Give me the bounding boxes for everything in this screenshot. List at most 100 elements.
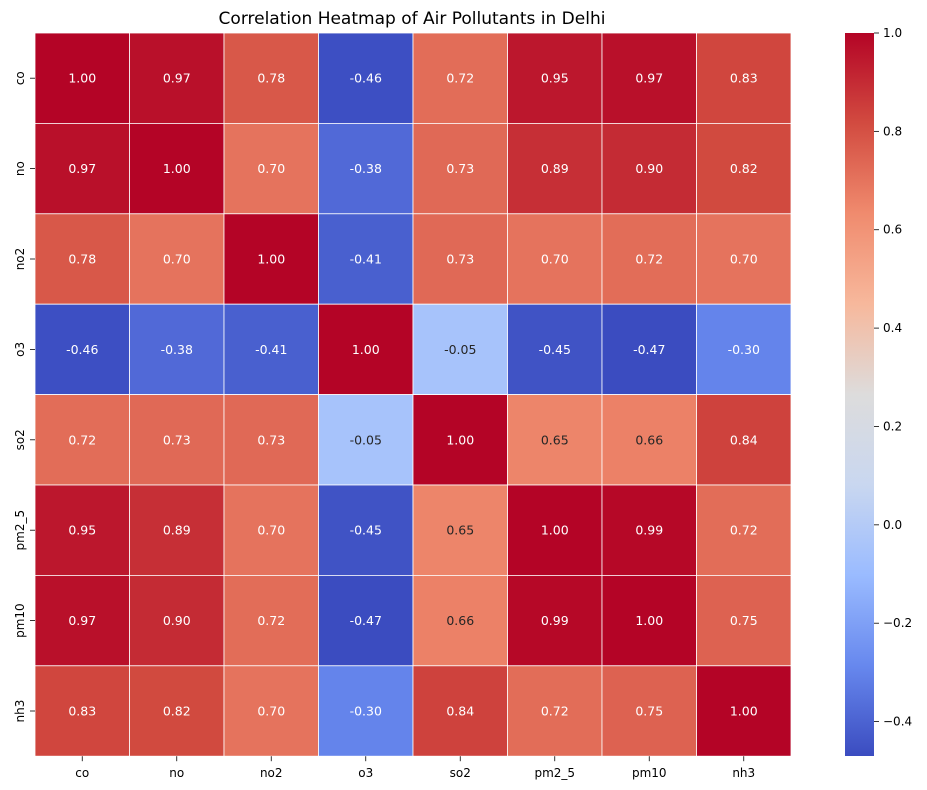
cell-value-pm2_5-o3: -0.45 — [350, 523, 382, 538]
heatmap-cell-no2-no — [129, 213, 225, 305]
cell-value-so2-nh3: 0.84 — [730, 432, 758, 447]
colorbar-tick-label-5: 0.0 — [883, 518, 902, 532]
y-tick-label-o3: o3 — [13, 342, 27, 357]
cell-value-no-no2: 0.70 — [257, 161, 285, 176]
cell-value-co-nh3: 0.83 — [730, 71, 758, 86]
cell-value-pm2_5-no: 0.89 — [163, 523, 191, 538]
cell-value-pm10-o3: -0.47 — [350, 613, 382, 628]
cell-value-no-pm2_5: 0.89 — [541, 161, 569, 176]
cell-value-no-pm10: 0.90 — [635, 161, 663, 176]
heatmap-cell-co-co — [34, 32, 130, 124]
cell-value-co-no: 0.97 — [163, 71, 191, 86]
heatmap-cell-o3-so2 — [412, 303, 508, 396]
cell-value-no-o3: -0.38 — [350, 161, 382, 176]
heatmap-cell-labels: 1.00 0.97 0.78 -0.46 0.72 0.95 0.97 0.83 0.97 1.0… — [66, 71, 760, 719]
y-tick-label-so2: so2 — [13, 429, 27, 450]
heatmap-cell-co-pm2_5 — [507, 32, 603, 124]
cell-value-nh3-no2: 0.70 — [257, 704, 285, 719]
x-tick-label-pm2_5: pm2_5 — [534, 766, 575, 780]
heatmap-cells — [34, 32, 792, 757]
cell-value-so2-no: 0.73 — [163, 432, 191, 447]
cell-value-nh3-pm10: 0.75 — [635, 704, 663, 719]
heatmap-cell-pm10-pm2_5 — [507, 575, 603, 667]
heatmap-cell-co-o3 — [318, 32, 414, 124]
heatmap-cell-no-nh3 — [696, 123, 792, 215]
y-tick-label-co: co — [13, 71, 27, 85]
x-tick-label-o3: o3 — [358, 766, 373, 780]
heatmap-cell-so2-o3 — [318, 394, 414, 486]
cell-value-pm10-pm2_5: 0.99 — [541, 613, 569, 628]
y-tick-label-pm2_5: pm2_5 — [13, 510, 27, 551]
cell-value-o3-nh3: -0.30 — [728, 342, 760, 357]
x-tick-label-nh3: nh3 — [732, 766, 755, 780]
cell-value-co-pm10: 0.97 — [635, 71, 663, 86]
cell-value-o3-no: -0.38 — [161, 342, 193, 357]
heatmap-cell-co-no — [129, 32, 225, 124]
cell-value-o3-no2: -0.41 — [255, 342, 287, 357]
colorbar-tick-label-4: 0.2 — [883, 419, 902, 433]
cell-value-pm2_5-so2: 0.65 — [446, 523, 474, 538]
cell-value-co-o3: -0.46 — [350, 71, 382, 86]
heatmap-cell-pm10-no — [129, 575, 225, 667]
heatmap-cell-pm2_5-pm2_5 — [507, 484, 603, 576]
heatmap-cell-o3-co — [34, 303, 130, 396]
cell-value-no2-pm10: 0.72 — [635, 252, 663, 267]
y-tick-label-no2: no2 — [13, 248, 27, 271]
heatmap-cell-no-pm2_5 — [507, 123, 603, 215]
cell-value-co-so2: 0.72 — [446, 71, 474, 86]
x-axis: co no no2 o3 so2 pm2_5 pm10 nh3 — [75, 756, 755, 780]
heatmap-cell-nh3-no2 — [223, 665, 319, 757]
heatmap-cell-no2-so2 — [412, 213, 508, 305]
heatmap-cell-co-nh3 — [696, 32, 792, 124]
heatmap-cell-pm10-so2 — [412, 575, 508, 667]
x-tick-label-no: no — [169, 766, 184, 780]
cell-value-nh3-no: 0.82 — [163, 704, 191, 719]
cell-value-o3-so2: -0.05 — [444, 342, 476, 357]
colorbar-tick-label-1: 0.8 — [883, 124, 902, 138]
heatmap-cell-so2-nh3 — [696, 394, 792, 486]
cell-value-pm10-so2: 0.66 — [446, 613, 474, 628]
colorbar: 1.0 0.8 0.6 0.4 0.2 0.0 −0.2 −0.4 — [845, 26, 912, 756]
cell-value-o3-o3: 1.00 — [352, 342, 380, 357]
heatmap-cell-no2-nh3 — [696, 213, 792, 305]
cell-value-no2-pm2_5: 0.70 — [541, 252, 569, 267]
heatmap-cell-o3-no2 — [223, 303, 319, 396]
heatmap-cell-pm10-pm10 — [601, 575, 697, 667]
colorbar-tick-label-6: −0.2 — [883, 616, 912, 630]
cell-value-pm2_5-nh3: 0.72 — [730, 523, 758, 538]
cell-value-co-pm2_5: 0.95 — [541, 71, 569, 86]
cell-value-co-no2: 0.78 — [257, 71, 285, 86]
cell-value-nh3-so2: 0.84 — [446, 704, 474, 719]
colorbar-tick-label-2: 0.6 — [883, 223, 902, 237]
cell-value-no2-o3: -0.41 — [350, 252, 382, 267]
heatmap-cell-no-pm10 — [601, 123, 697, 215]
cell-value-pm10-co: 0.97 — [68, 613, 96, 628]
cell-value-nh3-o3: -0.30 — [350, 704, 382, 719]
colorbar-tick-label-0: 1.0 — [883, 26, 902, 40]
y-tick-label-pm10: pm10 — [13, 603, 27, 638]
cell-value-so2-co: 0.72 — [68, 432, 96, 447]
heatmap-cell-no2-co — [34, 213, 130, 305]
heatmap-cell-no2-o3 — [318, 213, 414, 305]
cell-value-so2-pm2_5: 0.65 — [541, 432, 569, 447]
x-tick-label-pm10: pm10 — [632, 766, 667, 780]
cell-value-no2-no: 0.70 — [163, 252, 191, 267]
cell-value-so2-o3: -0.05 — [350, 432, 382, 447]
cell-value-no2-so2: 0.73 — [446, 252, 474, 267]
heatmap-cell-no-no — [129, 123, 225, 215]
cell-value-pm2_5-co: 0.95 — [68, 523, 96, 538]
y-tick-label-no: no — [13, 161, 27, 176]
heatmap-cell-no2-pm10 — [601, 213, 697, 305]
cell-value-no-so2: 0.73 — [446, 161, 474, 176]
x-tick-label-so2: so2 — [450, 766, 471, 780]
cell-value-pm2_5-pm2_5: 1.00 — [541, 523, 569, 538]
cell-value-no2-co: 0.78 — [68, 252, 96, 267]
x-tick-label-no2: no2 — [260, 766, 283, 780]
heatmap-cell-pm2_5-no — [129, 484, 225, 576]
cell-value-pm10-no2: 0.72 — [257, 613, 285, 628]
heatmap-cell-o3-o3 — [318, 303, 414, 396]
heatmap-cell-pm2_5-no2 — [223, 484, 319, 576]
cell-value-so2-so2: 1.00 — [446, 432, 474, 447]
